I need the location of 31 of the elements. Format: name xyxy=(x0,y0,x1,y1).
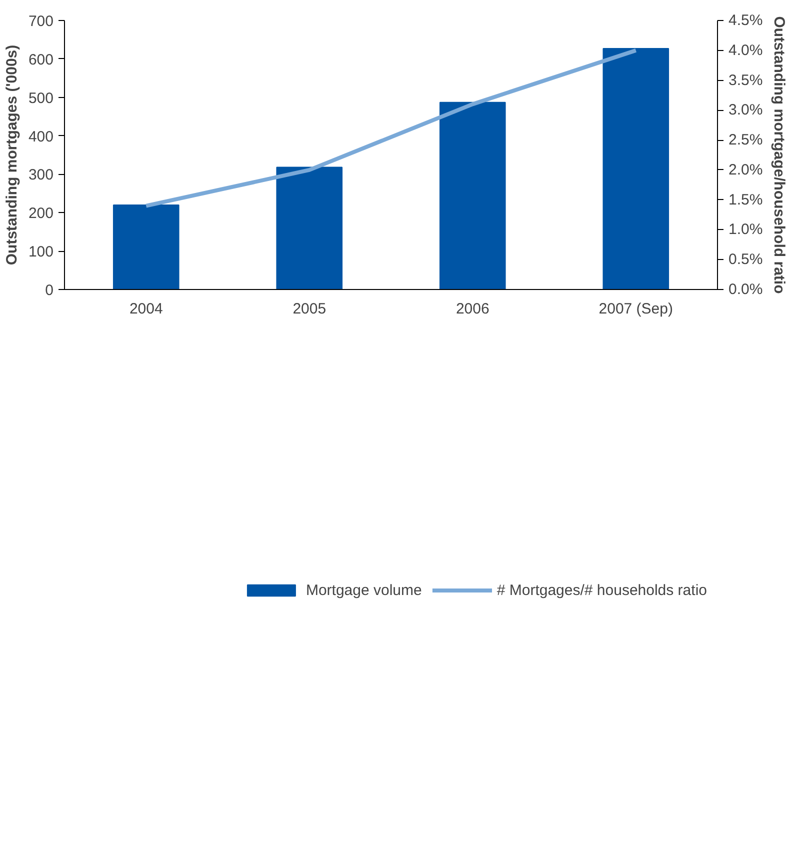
y2-tick-label: 3.0% xyxy=(728,102,763,119)
bar xyxy=(276,166,343,290)
y2-tick-label: 2.5% xyxy=(728,132,763,149)
y-tick-label: 300 xyxy=(28,166,54,184)
y2-tick-label: 2.0% xyxy=(728,161,763,178)
bar xyxy=(112,204,180,290)
y2-axis-title: Outstanding mortgage/household ratio xyxy=(770,16,788,294)
y2-tick-label: 0.0% xyxy=(728,281,763,298)
y-axis-title: Outstanding mortgages ('000s) xyxy=(3,44,20,266)
x-tick-label: 2004 xyxy=(129,300,163,318)
y-tick-label: 200 xyxy=(28,205,54,222)
y2-tick-label: 3.5% xyxy=(728,72,763,89)
y2-tick-label: 1.5% xyxy=(728,191,763,208)
bar xyxy=(439,102,506,290)
y2-tick-label: 4.0% xyxy=(728,42,763,59)
y2-tick-label: 1.0% xyxy=(728,221,763,238)
y2-tick-label: 0.5% xyxy=(728,251,763,268)
line-series xyxy=(144,48,638,208)
y-tick-label: 100 xyxy=(28,244,54,261)
x-tick-label: 2006 xyxy=(456,300,490,318)
x-tick-label: 2005 xyxy=(292,300,326,318)
legend-label: # Mortgages/# households ratio xyxy=(496,582,707,598)
y2-tick-label: 4.5% xyxy=(728,12,763,29)
x-tick-label: 2007 (Sep) xyxy=(598,300,673,318)
bar xyxy=(602,48,670,290)
y-tick-label: 0 xyxy=(45,282,54,299)
legend-label: Mortgage volume xyxy=(306,582,422,598)
y-tick-label: 700 xyxy=(28,13,54,30)
y-tick-label: 400 xyxy=(28,128,54,146)
y-tick-label: 500 xyxy=(28,90,54,107)
y-tick-label: 600 xyxy=(28,51,54,68)
